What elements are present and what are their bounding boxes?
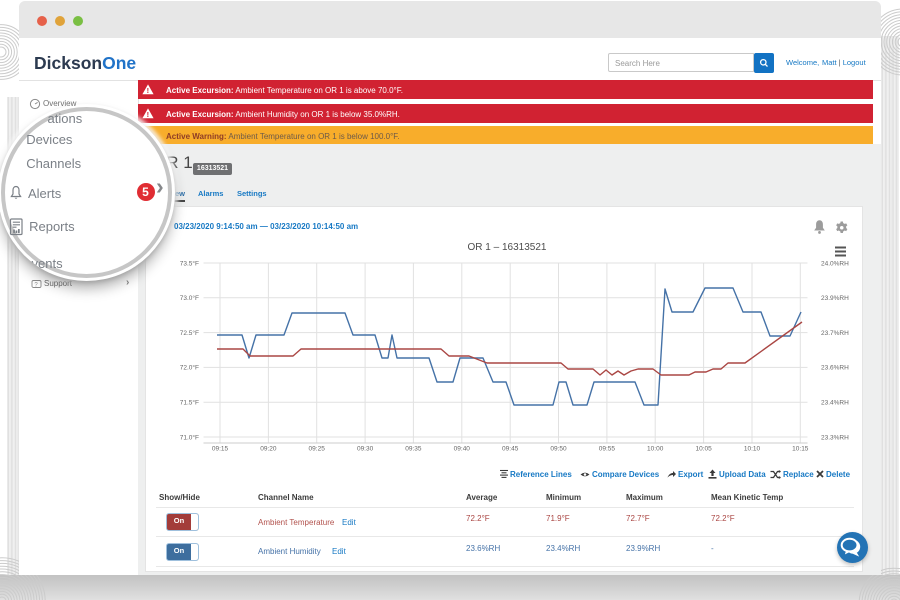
svg-text:10:15: 10:15: [792, 446, 809, 453]
svg-text:73.0°F: 73.0°F: [180, 294, 199, 302]
svg-text:73.5°F: 73.5°F: [180, 259, 199, 267]
svg-text:71.5°F: 71.5°F: [180, 399, 199, 407]
svg-text:09:55: 09:55: [599, 446, 616, 453]
svg-text:09:15: 09:15: [212, 446, 229, 453]
svg-text:09:25: 09:25: [309, 446, 326, 453]
svg-text:?: ?: [34, 282, 38, 288]
svg-text:23.3%RH: 23.3%RH: [821, 434, 849, 441]
svg-text:10:05: 10:05: [695, 446, 712, 453]
svg-text:23.6%RH: 23.6%RH: [821, 365, 849, 372]
svg-text:23.7%RH: 23.7%RH: [821, 330, 849, 337]
svg-text:09:20: 09:20: [260, 446, 277, 453]
svg-text:10:00: 10:00: [647, 446, 664, 453]
svg-text:09:45: 09:45: [502, 446, 519, 453]
svg-text:09:30: 09:30: [357, 446, 374, 453]
svg-text:24.0%RH: 24.0%RH: [821, 260, 849, 267]
svg-text:!: !: [147, 110, 150, 119]
svg-text:72.0°F: 72.0°F: [180, 364, 199, 372]
svg-text:!: !: [147, 86, 150, 95]
svg-text:23.4%RH: 23.4%RH: [821, 400, 849, 407]
svg-text:09:50: 09:50: [550, 446, 567, 453]
svg-text:OR 1 – 16313521: OR 1 – 16313521: [468, 242, 547, 253]
svg-text:72.5°F: 72.5°F: [180, 329, 199, 337]
svg-text:09:40: 09:40: [454, 446, 471, 453]
svg-text:10:10: 10:10: [744, 446, 761, 453]
svg-text:23.9%RH: 23.9%RH: [821, 295, 849, 302]
svg-text:09:35: 09:35: [405, 446, 422, 453]
svg-text:71.0°F: 71.0°F: [180, 433, 199, 441]
